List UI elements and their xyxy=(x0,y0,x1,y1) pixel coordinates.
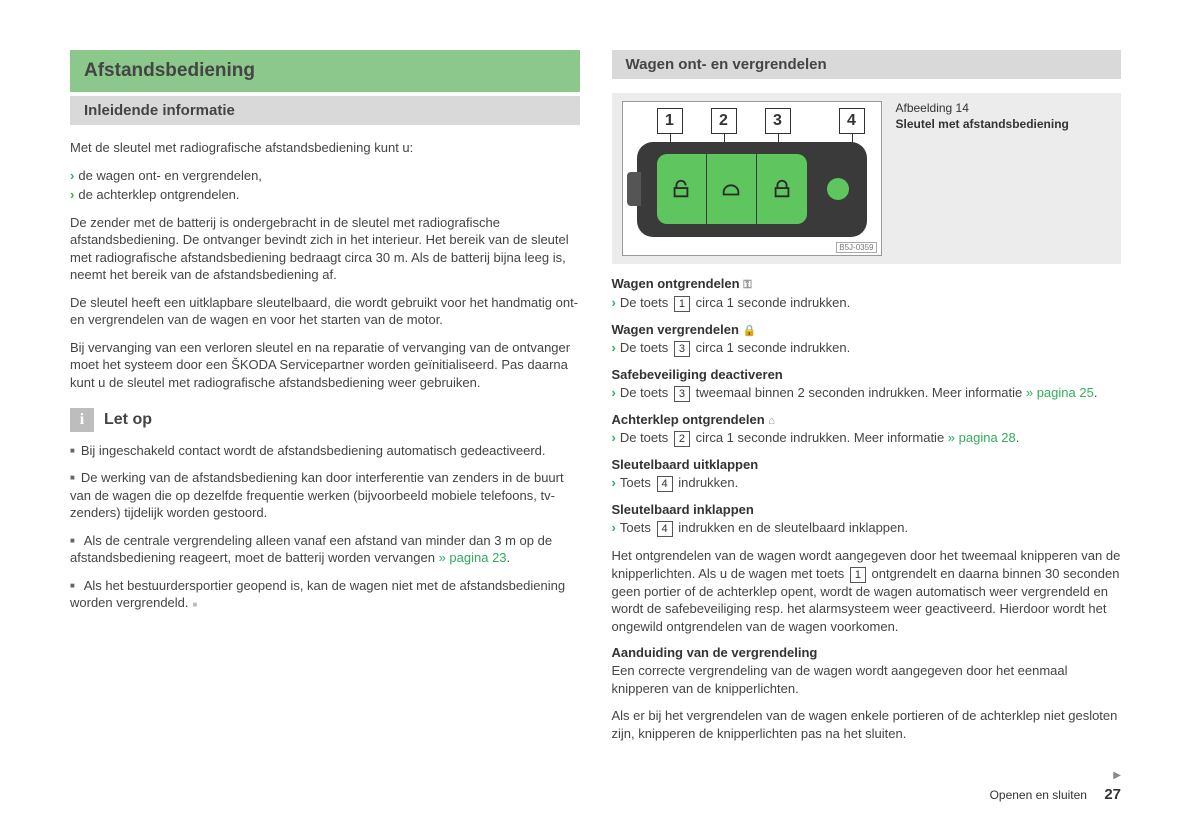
label-3: 3 xyxy=(765,108,791,134)
heading-inleidende-informatie: Inleidende informatie xyxy=(70,96,580,125)
step-safe: ›De toets 3 tweemaal binnen 2 seconden i… xyxy=(612,384,1122,402)
intro-text: Met de sleutel met radiografische afstan… xyxy=(70,139,580,157)
label-2: 2 xyxy=(711,108,737,134)
subtitle-inklappen: Sleutelbaard inklappen xyxy=(612,502,1122,517)
right-column: Wagen ont- en vergrendelen 1 2 3 4 xyxy=(612,50,1122,752)
subtitle-safe-deactiveren: Safebeveiliging deactiveren xyxy=(612,367,1122,382)
step-flipout: ›Toets 4 indrukken. xyxy=(612,474,1122,492)
lock-icon xyxy=(757,154,806,224)
para-doors-open: Als er bij het vergrendelen van de wagen… xyxy=(612,707,1122,742)
label-4: 4 xyxy=(839,108,865,134)
figure-title: Sleutel met afstandsbediening xyxy=(896,117,1112,131)
trunk-icon xyxy=(707,154,757,224)
page-footer: Openen en sluiten 27 xyxy=(990,786,1121,803)
unlock-icon xyxy=(657,154,707,224)
end-square-icon: ■ xyxy=(193,600,198,609)
heading-afstandsbediening: Afstandsbediening xyxy=(70,50,580,92)
para-transmitter: De zender met de batterij is ondergebrac… xyxy=(70,214,580,284)
note-header: i Let op xyxy=(70,408,580,432)
step-unlock: ›De toets 1 circa 1 seconde indrukken. xyxy=(612,294,1122,312)
remote-buttons xyxy=(657,154,807,224)
note-item-3-tail: . xyxy=(507,550,511,565)
bullet-2-text: de achterklep ontgrendelen. xyxy=(78,187,239,202)
step-flipin: ›Toets 4 indrukken en de sleutelbaard in… xyxy=(612,519,1122,537)
note-item-2: De werking van de afstandsbediening kan … xyxy=(70,469,580,522)
info-icon: i xyxy=(70,408,94,432)
label-1: 1 xyxy=(657,108,683,134)
page-number: 27 xyxy=(1104,786,1121,803)
unlock-small-icon: ⚿ xyxy=(743,279,751,291)
arrow-icon: › xyxy=(70,187,74,202)
figure-num-labels: 1 2 3 4 xyxy=(657,108,865,134)
trunk-small-icon: ⌂ xyxy=(768,415,775,427)
figure-key-image: 1 2 3 4 B5J-0359 xyxy=(622,101,882,256)
para-lock-confirm: Een correcte vergrendeling van de wagen … xyxy=(612,662,1122,697)
note-item-4: Als het bestuurdersportier geopend is, k… xyxy=(70,577,580,612)
note-box: i Let op Bij ingeschakeld contact wordt … xyxy=(70,408,580,612)
bullet-2: › de achterklep ontgrendelen. xyxy=(70,186,580,204)
figure-caption: Afbeelding 14 Sleutel met afstandsbedien… xyxy=(896,101,1112,256)
bullet-1: › de wagen ont- en vergrendelen, xyxy=(70,167,580,185)
continue-arrow-icon: ▶ xyxy=(1113,770,1121,781)
figure-14: 1 2 3 4 B5J-0359 xyxy=(612,93,1122,264)
subtitle-ontgrendelen: Wagen ontgrendelen ⚿ xyxy=(612,276,1122,292)
note-title: Let op xyxy=(104,411,152,429)
key-blade xyxy=(627,172,641,206)
subtitle-uitklappen: Sleutelbaard uitklappen xyxy=(612,457,1122,472)
left-column: Afstandsbediening Inleidende informatie … xyxy=(70,50,580,752)
note-item-3: Als de centrale vergrendeling alleen van… xyxy=(70,532,580,567)
page-columns: Afstandsbediening Inleidende informatie … xyxy=(70,50,1121,752)
heading-wagen-ontvergrendelen: Wagen ont- en vergrendelen xyxy=(612,50,1122,79)
remote-key-body xyxy=(637,142,867,237)
lock-small-icon: 🔒 xyxy=(743,325,757,337)
subtitle-aanduiding: Aanduiding van de vergrendeling xyxy=(612,645,1122,660)
bullet-1-text: de wagen ont- en vergrendelen, xyxy=(78,168,262,183)
subtitle-vergrendelen: Wagen vergrendelen 🔒 xyxy=(612,322,1122,337)
link-pagina-25[interactable]: » pagina 25 xyxy=(1026,385,1094,400)
subtitle-achterklep: Achterklep ontgrendelen ⌂ xyxy=(612,412,1122,427)
footer-section: Openen en sluiten xyxy=(990,788,1087,802)
para-replacement: Bij vervanging van een verloren sleutel … xyxy=(70,339,580,392)
arrow-icon: › xyxy=(70,168,74,183)
figure-code: B5J-0359 xyxy=(836,242,876,253)
step-trunk: ›De toets 2 circa 1 seconde indrukken. M… xyxy=(612,429,1122,447)
link-pagina-23[interactable]: » pagina 23 xyxy=(439,550,507,565)
step-lock: ›De toets 3 circa 1 seconde indrukken. xyxy=(612,339,1122,357)
link-pagina-28[interactable]: » pagina 28 xyxy=(948,430,1016,445)
para-unlock-indication: Het ontgrendelen van de wagen wordt aang… xyxy=(612,547,1122,635)
figure-number: Afbeelding 14 xyxy=(896,101,1112,115)
note-item-1: Bij ingeschakeld contact wordt de afstan… xyxy=(70,442,580,460)
led-indicator xyxy=(827,178,849,200)
para-keyblade: De sleutel heeft een uitklapbare sleutel… xyxy=(70,294,580,329)
note-item-4-text: Als het bestuurdersportier geopend is, k… xyxy=(70,578,565,611)
